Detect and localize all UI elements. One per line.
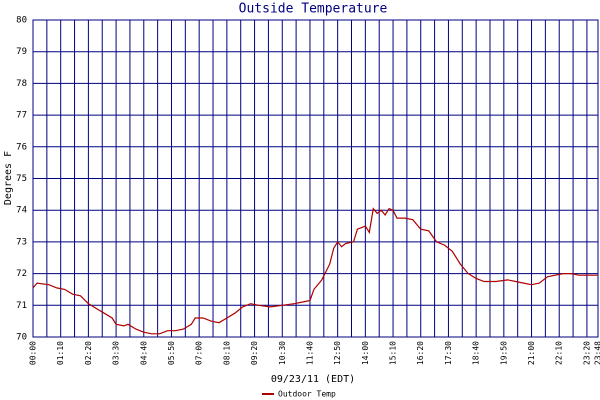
x-tick-label: 23:48	[594, 341, 600, 365]
y-tick-label: 75	[16, 174, 27, 184]
y-tick-label: 78	[16, 79, 27, 89]
y-tick-label: 76	[16, 142, 27, 152]
x-tick-label: 10:30	[278, 341, 287, 365]
x-tick-label: 22:10	[555, 341, 564, 365]
x-tick-label: 05:50	[167, 341, 176, 365]
x-tick-label: 21:00	[527, 341, 536, 365]
x-tick-label: 14:00	[361, 341, 370, 365]
y-tick-label: 72	[16, 269, 27, 279]
data-line	[32, 207, 598, 335]
chart-title: Outside Temperature	[239, 2, 388, 17]
x-tick-label: 08:10	[222, 341, 231, 365]
x-tick-label: 18:40	[472, 341, 481, 365]
x-tick-label: 16:20	[416, 341, 425, 365]
y-tick-label: 73	[16, 237, 27, 247]
x-tick-label: 23:20	[582, 341, 591, 365]
x-tick-label: 03:30	[112, 341, 121, 365]
x-tick-label: 07:00	[195, 341, 204, 365]
y-tick-label: 70	[16, 333, 27, 343]
x-tick-label: 02:20	[84, 341, 93, 365]
x-axis-label: 09/23/11 (EDT)	[271, 374, 355, 385]
x-tick-label: 11:40	[305, 341, 314, 365]
x-tick-label: 17:30	[444, 341, 453, 365]
y-tick-label: 71	[16, 301, 27, 311]
x-tick-label: 00:00	[29, 341, 38, 365]
x-tick-label: 09:20	[250, 341, 259, 365]
x-tick-label: 19:50	[499, 341, 508, 365]
y-axis-label: Degrees F	[3, 151, 14, 205]
x-tick-label: 12:50	[333, 341, 342, 365]
legend-label: Outdoor Temp	[278, 390, 336, 399]
y-tick-label: 74	[16, 206, 27, 216]
x-tick-label: 15:10	[389, 341, 398, 365]
x-tick-label: 04:40	[139, 341, 148, 365]
y-tick-label: 77	[16, 111, 27, 121]
x-tick-label: 01:10	[56, 341, 65, 365]
y-tick-label: 80	[16, 16, 27, 26]
y-tick-label: 79	[16, 47, 27, 57]
